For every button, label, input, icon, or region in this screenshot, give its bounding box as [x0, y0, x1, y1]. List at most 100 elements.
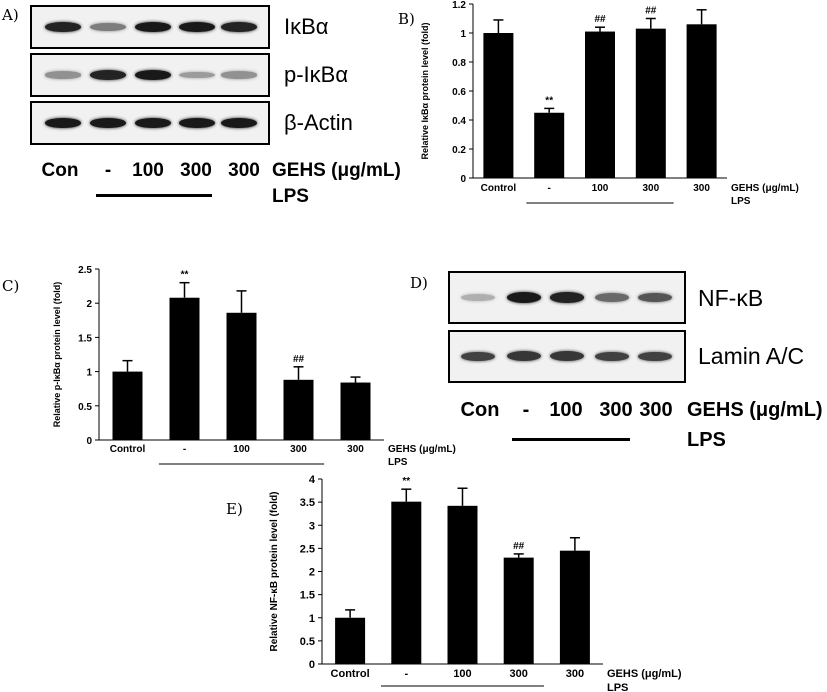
y-tick-label: 0.5 [78, 402, 92, 413]
y-tick-label: 0 [460, 174, 466, 185]
bar [686, 24, 717, 178]
lane-label: 300 [639, 399, 673, 421]
lane-label: - [522, 399, 530, 421]
bar [391, 501, 422, 664]
blot-band [638, 351, 672, 362]
lane-label: 100 [549, 399, 583, 421]
blot-label-nf-kb: NF-κB [698, 285, 764, 311]
y-tick-label: 0.5 [300, 636, 315, 648]
blot-band [221, 71, 257, 79]
significance-mark: ## [645, 6, 657, 17]
blot-band [90, 70, 126, 80]
treatment-label: GEHS (μg/mL) [607, 668, 682, 680]
bar [112, 371, 143, 440]
y-tick-label: 3.5 [300, 497, 315, 509]
y-tick-label: 1 [460, 29, 466, 40]
bar [635, 28, 666, 179]
lps-bracket-line [96, 194, 212, 197]
y-axis-label: Relative p-IκBα protein level (fold) [52, 282, 62, 428]
panel-letter-c: C) [2, 277, 20, 295]
x-tick-label: 300 [347, 444, 364, 455]
y-tick-label: 1.5 [78, 333, 92, 344]
y-tick-label: 0 [309, 659, 315, 671]
panel-letter-a: A) [2, 6, 19, 24]
significance-mark: ## [513, 541, 525, 552]
panel-letter-b: B) [398, 10, 415, 28]
blot-label-p-ikba: p-IκBα [284, 62, 349, 87]
bar [169, 297, 200, 440]
blot-strip-lamin-ac [448, 330, 686, 383]
blot-label-lamin-ac: Lamin A/C [698, 343, 805, 369]
blot-band [179, 71, 215, 79]
blot-band [45, 118, 81, 128]
blot-band [507, 292, 541, 303]
x-tick-label: 300 [693, 183, 710, 194]
y-tick-label: 1.2 [452, 0, 466, 11]
x-tick-label: 100 [592, 183, 609, 194]
lane-label: 300 [599, 399, 633, 421]
lane-label: 300 [228, 160, 260, 181]
blot-band [135, 70, 171, 80]
bar [503, 557, 534, 664]
blot-band [595, 351, 629, 362]
significance-mark: ** [545, 95, 553, 106]
blot-label-beta-actin: β-Actin [284, 110, 353, 135]
lps-label: LPS [731, 196, 751, 207]
bar [534, 112, 565, 178]
y-tick-label: 2.5 [300, 543, 315, 555]
y-tick-label: 0.4 [452, 116, 466, 127]
blot-band [90, 118, 126, 128]
blot-band [595, 293, 629, 302]
x-tick-label: 300 [566, 668, 584, 680]
significance-mark: ## [293, 354, 305, 365]
x-tick-label: 300 [510, 668, 528, 680]
lps-label: LPS [272, 186, 309, 207]
lps-label: LPS [388, 457, 408, 468]
bar [559, 550, 590, 664]
x-tick-label: Control [110, 444, 146, 455]
blot-band [221, 22, 257, 32]
bar [226, 312, 257, 440]
y-tick-label: 0 [86, 436, 92, 447]
lps-label: LPS [687, 429, 726, 451]
blot-band [550, 351, 584, 362]
bar [335, 617, 366, 664]
lps-bracket-line [512, 438, 630, 441]
blot-label-ikba: IκBα [284, 14, 329, 39]
y-axis-label: Relative NF-κB protein level (fold) [269, 491, 280, 651]
lane-label: 300 [180, 160, 212, 181]
x-tick-label: - [548, 183, 551, 194]
blot-band [461, 293, 495, 301]
lane-label: Con [460, 399, 500, 421]
blot-band [45, 71, 81, 79]
blot-strip-ikba [30, 5, 270, 49]
significance-mark: ** [181, 270, 189, 281]
significance-mark: ** [402, 476, 410, 487]
bar [585, 31, 615, 178]
x-tick-label: 100 [233, 444, 250, 455]
blot-band [135, 118, 171, 128]
panel-letter-e: E) [226, 500, 243, 518]
blot-band [179, 118, 215, 128]
y-tick-label: 3 [309, 520, 315, 532]
blot-band [638, 292, 672, 303]
y-tick-label: 0.6 [452, 87, 466, 98]
y-tick-label: 0.2 [452, 145, 466, 156]
blot-strip-beta-actin [30, 101, 270, 145]
lps-label: LPS [607, 682, 628, 692]
blot-band [221, 118, 257, 128]
blot-band [550, 292, 584, 303]
x-tick-label: Control [481, 183, 517, 194]
y-tick-label: 2.5 [78, 265, 92, 276]
y-tick-label: 1.5 [300, 590, 315, 602]
x-tick-label: 300 [642, 183, 659, 194]
blot-band [461, 351, 495, 362]
x-tick-label: - [404, 668, 408, 680]
y-tick-label: 1 [86, 368, 92, 379]
significance-mark: ## [594, 14, 606, 25]
x-tick-label: - [183, 444, 186, 455]
blot-band [507, 351, 541, 362]
blot-band [45, 22, 81, 32]
treatment-label: GEHS (μg/mL) [388, 444, 456, 455]
lane-label: 100 [132, 160, 164, 181]
